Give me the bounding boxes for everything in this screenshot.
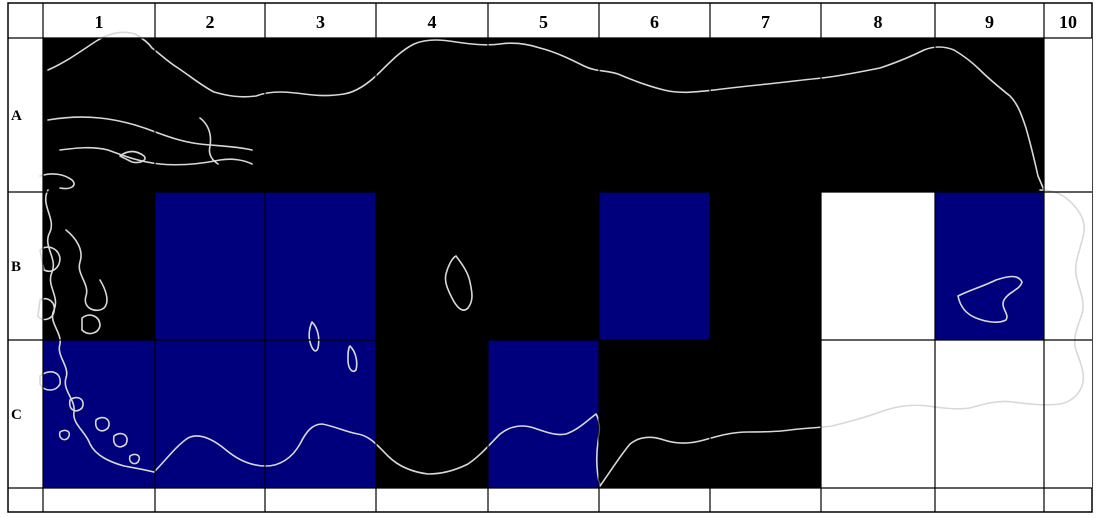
- cell-C8: [821, 340, 935, 488]
- column-label-5: 5: [539, 12, 548, 32]
- cell-A6: [599, 38, 710, 192]
- cell-C3: [265, 340, 376, 488]
- cell-B3: [265, 192, 376, 340]
- cell-A3: [265, 38, 376, 192]
- column-label-6: 6: [650, 12, 659, 32]
- column-labels: 1 2 3 4 5 6 7 8 9 10: [95, 12, 1078, 32]
- cell-A10: [1044, 38, 1092, 192]
- grid-cells: [43, 38, 1092, 488]
- cell-C9: [935, 340, 1044, 488]
- cell-B2: [155, 192, 265, 340]
- cell-B10: [1044, 192, 1092, 340]
- column-label-8: 8: [874, 12, 883, 32]
- cell-A2: [155, 38, 265, 192]
- cell-C1: [43, 340, 155, 488]
- column-label-10: 10: [1059, 12, 1077, 32]
- row-labels: A B C: [11, 108, 22, 423]
- cell-A7: [710, 38, 821, 192]
- cell-B7: [710, 192, 821, 340]
- cell-A1: [43, 38, 155, 192]
- row-label-B: B: [11, 259, 21, 275]
- grid-lines: [8, 3, 1092, 512]
- cell-C10: [1044, 340, 1092, 488]
- cell-C6: [599, 340, 710, 488]
- cell-B8: [821, 192, 935, 340]
- cell-A4: [376, 38, 488, 192]
- row-label-A: A: [11, 108, 22, 124]
- column-label-7: 7: [761, 12, 770, 32]
- cell-C2: [155, 340, 265, 488]
- cell-C5: [488, 340, 599, 488]
- cell-B4: [376, 192, 488, 340]
- cell-B6: [599, 192, 710, 340]
- column-label-9: 9: [985, 12, 994, 32]
- cell-B5: [488, 192, 599, 340]
- cell-A9: [935, 38, 1044, 192]
- cell-A5: [488, 38, 599, 192]
- cell-C4: [376, 340, 488, 488]
- row-label-C: C: [11, 407, 22, 423]
- cell-B9: [935, 192, 1044, 340]
- column-label-1: 1: [95, 12, 104, 32]
- cell-A8: [821, 38, 935, 192]
- cell-B1: [43, 192, 155, 340]
- cell-C7: [710, 340, 821, 488]
- column-label-4: 4: [428, 12, 437, 32]
- coastline: [37, 31, 1086, 487]
- column-label-3: 3: [316, 12, 325, 32]
- column-label-2: 2: [206, 12, 215, 32]
